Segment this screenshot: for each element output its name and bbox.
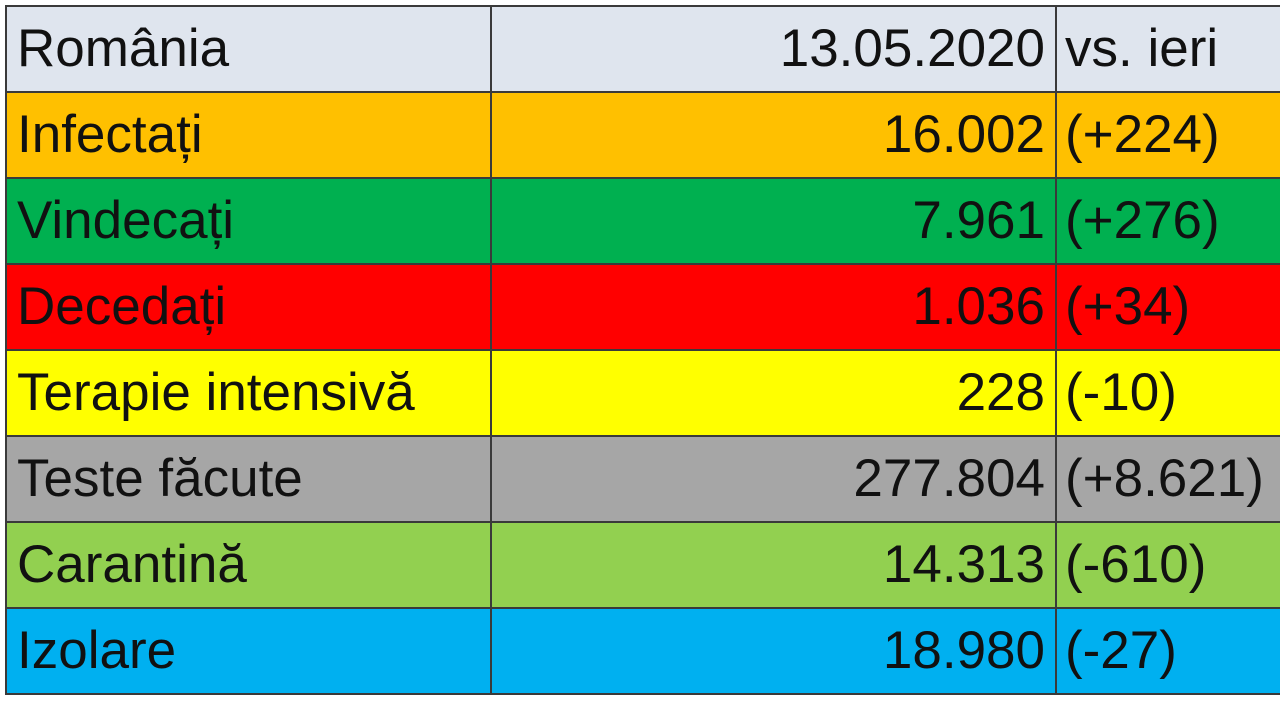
row-change: (-27) xyxy=(1055,607,1280,695)
row-change: (-610) xyxy=(1055,521,1280,609)
row-value: 16.002 xyxy=(490,91,1057,179)
header-cell: România xyxy=(5,5,492,93)
data-row: Vindecați 7.961 (+276) xyxy=(5,177,1280,265)
header-row: România 13.05.2020 vs. ieri xyxy=(5,5,1280,93)
row-value: 1.036 xyxy=(490,263,1057,351)
row-label: Vindecați xyxy=(5,177,492,265)
row-value: 18.980 xyxy=(490,607,1057,695)
data-row: Carantină 14.313 (-610) xyxy=(5,521,1280,609)
row-value: 277.804 xyxy=(490,435,1057,523)
row-label: Infectați xyxy=(5,91,492,179)
stats-table: România 13.05.2020 vs. ieri Infectați 16.002… xyxy=(5,5,1280,695)
data-row: Infectați 16.002 (+224) xyxy=(5,91,1280,179)
row-value: 14.313 xyxy=(490,521,1057,609)
row-label: Izolare xyxy=(5,607,492,695)
data-row: Izolare 18.980 (-27) xyxy=(5,607,1280,695)
data-row: Terapie intensivă 228 (-10) xyxy=(5,349,1280,437)
row-label: Terapie intensivă xyxy=(5,349,492,437)
row-change: (+8.621) xyxy=(1055,435,1280,523)
data-row: Teste făcute 277.804 (+8.621) xyxy=(5,435,1280,523)
row-value: 228 xyxy=(490,349,1057,437)
row-change: (+34) xyxy=(1055,263,1280,351)
row-label: Carantină xyxy=(5,521,492,609)
row-label: Decedați xyxy=(5,263,492,351)
row-change: (+224) xyxy=(1055,91,1280,179)
row-change: (+276) xyxy=(1055,177,1280,265)
row-value: 7.961 xyxy=(490,177,1057,265)
data-row: Decedați 1.036 (+34) xyxy=(5,263,1280,351)
row-label: Teste făcute xyxy=(5,435,492,523)
row-change: (-10) xyxy=(1055,349,1280,437)
header-cell: 13.05.2020 xyxy=(490,5,1057,93)
header-cell: vs. ieri xyxy=(1055,5,1280,93)
